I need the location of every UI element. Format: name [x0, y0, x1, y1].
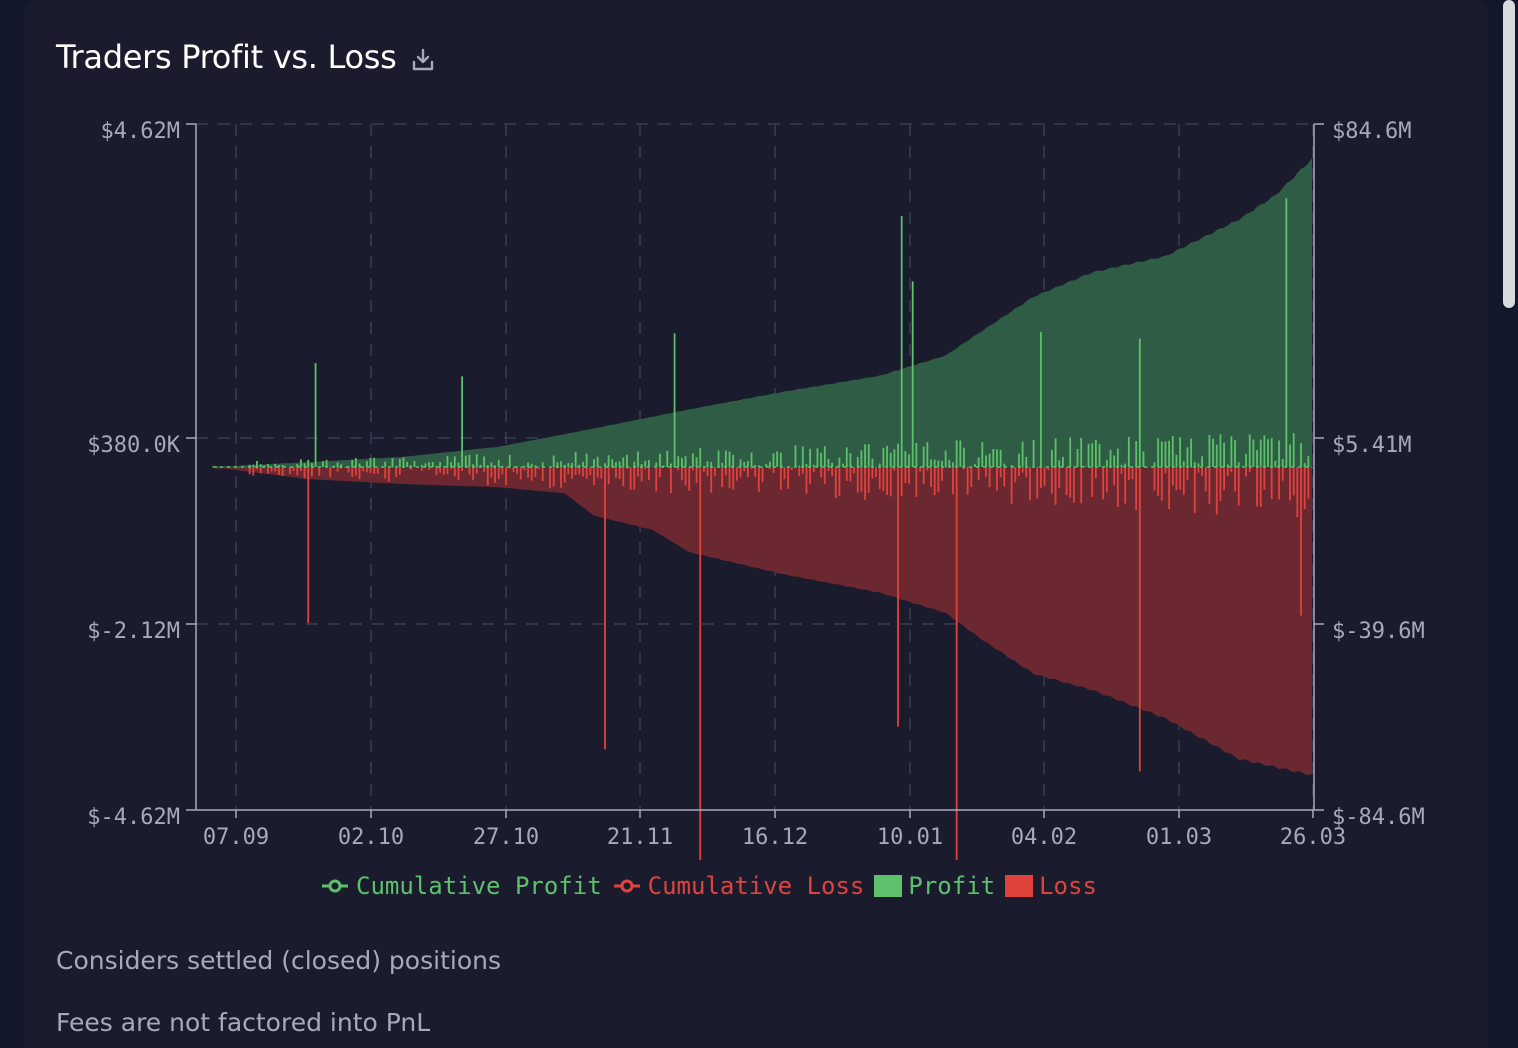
cumulative-profit-area: [213, 157, 1312, 468]
line-marker-icon: [322, 879, 348, 893]
box-marker-icon: [1005, 875, 1034, 897]
box-marker-icon: [874, 875, 903, 897]
legend-label: Cumulative Loss: [647, 872, 865, 900]
x-tick-label: 04.02: [1011, 825, 1077, 850]
left-tick-label: $4.62M: [101, 119, 180, 144]
download-icon[interactable]: [409, 46, 437, 74]
line-marker-icon: [613, 879, 640, 893]
x-tick-label: 16.12: [742, 825, 808, 850]
legend-label: Profit: [908, 872, 996, 900]
cumulative-loss-area: [213, 467, 1312, 776]
x-tick-label: 02.10: [338, 825, 404, 850]
gridlines: [196, 123, 1314, 810]
legend-item-profit[interactable]: Profit: [874, 872, 995, 900]
scrollbar[interactable]: [1500, 0, 1518, 1048]
title-row: Traders Profit vs. Loss: [56, 38, 437, 76]
x-tick-label: 27.10: [473, 825, 539, 850]
legend: Cumulative Profit Cumulative Loss Profit Lo…: [320, 872, 1097, 900]
x-tick-label: 26.03: [1280, 825, 1346, 850]
scrollbar-thumb[interactable]: [1503, 0, 1515, 308]
note-settled: Considers settled (closed) positions: [56, 946, 501, 975]
left-tick-label: $-2.12M: [87, 619, 180, 644]
right-tick-label: $-39.6M: [1332, 619, 1425, 644]
axes: [186, 123, 1324, 818]
axis-labels: $4.62M $380.0K $-2.12M $-4.62M $84.6M $5.41M $…: [87, 119, 1424, 850]
x-tick-label: 01.03: [1146, 825, 1212, 850]
x-tick-label: 21.11: [607, 825, 673, 850]
legend-item-loss[interactable]: Loss: [1005, 872, 1097, 900]
left-tick-label: $380.0K: [87, 433, 180, 458]
right-tick-label: $-84.6M: [1332, 805, 1425, 830]
right-tick-label: $5.41M: [1332, 433, 1411, 458]
cumulative-areas: [213, 157, 1312, 776]
legend-item-cumulative-profit[interactable]: Cumulative Profit: [320, 872, 602, 900]
legend-label: Loss: [1039, 872, 1097, 900]
x-tick-label: 10.01: [877, 825, 943, 850]
daily-bars: [212, 198, 1313, 860]
left-tick-label: $-4.62M: [87, 805, 180, 830]
legend-item-cumulative-loss[interactable]: Cumulative Loss: [612, 872, 865, 900]
note-fees: Fees are not factored into PnL: [56, 1008, 431, 1037]
right-tick-label: $84.6M: [1332, 119, 1411, 144]
pnl-chart: $4.62M $380.0K $-2.12M $-4.62M $84.6M $5.41M $…: [87, 119, 1425, 860]
chart-title: Traders Profit vs. Loss: [56, 38, 397, 76]
x-tick-label: 07.09: [203, 825, 269, 850]
legend-label: Cumulative Profit: [356, 872, 602, 900]
